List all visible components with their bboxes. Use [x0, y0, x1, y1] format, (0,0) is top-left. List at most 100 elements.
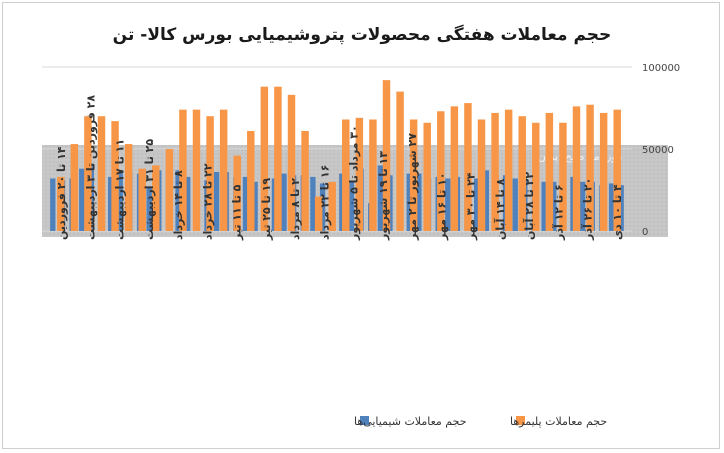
bar-chemicals [146, 186, 152, 231]
bar-polymers [260, 86, 269, 232]
bar-polymers [369, 119, 377, 231]
x-tick-label: ۲ تا ۸ مرداد [289, 178, 302, 240]
x-tick-label: ۸ تا ۱۴ خرداد [172, 170, 185, 240]
bar-polymers [179, 109, 187, 231]
x-tick-label: ۲۷ شهریور تا ۲ مهر [406, 133, 419, 241]
x-tick-label: ۶ تا ۱۲ آذر [551, 184, 565, 241]
bar-chemicals [50, 178, 56, 231]
legend-label: حجم معاملات پلیمرها [510, 415, 607, 428]
bar-polymers [423, 122, 431, 231]
bar-polymers [464, 103, 472, 231]
bar-polymers [559, 122, 567, 231]
bar-polymers [233, 155, 241, 231]
legend: حجم معاملات پلیمرها حجم معاملات شیمیایی‌ه… [354, 415, 607, 428]
x-tick-label: ۲۰ تا ۲۶ آذر [581, 178, 595, 241]
x-tick-label: ۱۱ تا ۱۷ اردیبهشت [114, 139, 127, 240]
bar-chemicals [551, 181, 557, 231]
bar-chemicals [348, 181, 355, 231]
x-tick-label: ۱۴ تا ۲۰ فروردین [55, 146, 68, 240]
x-tick-label: ۸ تا ۱۴ آبان [493, 178, 507, 240]
bar-chemicals [213, 171, 220, 231]
legend-label: حجم معاملات شیمیایی‌ها [354, 415, 467, 428]
bar-chemicals [580, 181, 586, 231]
x-tick-label: ۱۳ تا ۱۹ شهریور [377, 151, 390, 241]
x-tick-label: ۱۶ تا ۲۲ مرداد [318, 165, 331, 240]
bar-polymers [152, 165, 160, 231]
bar-chemicals [406, 173, 412, 231]
bar-polymers [504, 109, 513, 231]
legend-swatch [360, 416, 369, 425]
bar-chemicals [339, 173, 345, 231]
bar-chemicals [117, 170, 123, 231]
bar-polymers [314, 196, 323, 231]
bar-chemicals [281, 173, 287, 231]
bar-polymers [572, 106, 581, 231]
bar-polymers [586, 104, 594, 231]
bar-chemicals [608, 183, 615, 231]
bar-polymers [396, 91, 404, 231]
y-tick-label: 50000 [642, 145, 674, 156]
bar-chemicals [242, 176, 249, 231]
chart-title: حجم معاملات هفتگی محصولات پتروشیمیایی بو… [113, 24, 612, 45]
x-tick-label: ۱۹ تا ۲۵ تیر [260, 178, 273, 241]
bar-polymers [450, 106, 459, 231]
bar-polymers [219, 109, 228, 231]
bar-chemicals [319, 183, 326, 231]
bar-polymers [491, 112, 499, 231]
bar-chemicals [445, 178, 451, 231]
bar-chemicals [483, 170, 489, 231]
bar-polymers [477, 119, 486, 231]
x-tick-label: ۳۰ مرداد تا ۵ شهریور [348, 125, 361, 241]
bar-polymers [599, 112, 608, 231]
x-axis-labels: ۱۴ تا ۲۰ فروردین ۲۸ فروردین تا ۳ اردیبهشت… [55, 95, 624, 241]
bar-chemicals [175, 170, 181, 231]
bar-polymers [84, 116, 92, 231]
legend-swatch [516, 416, 525, 425]
x-tick-label: ۲۵ تا ۳۱ اردیبهشت [143, 139, 156, 240]
bar-chemicals [512, 178, 518, 231]
bar-polymers [192, 109, 201, 231]
bar-polymers [138, 168, 146, 231]
bar-polymers [532, 122, 540, 231]
bar-chemicals [310, 176, 316, 231]
bar-chemicals [377, 165, 383, 231]
y-tick-label: 0 [642, 227, 648, 238]
bar-polymers [206, 116, 214, 231]
bar-chemicals [474, 178, 480, 231]
bar-polymers [342, 119, 350, 231]
y-axis-ticks: 100000 50000 0 [642, 63, 680, 238]
bar-polymers [382, 80, 391, 232]
y-tick-label: 100000 [642, 63, 680, 74]
bar-chemicals [107, 176, 114, 231]
bar-chemicals [252, 181, 258, 231]
bar-polymers [409, 119, 418, 231]
bar-polymers [328, 181, 336, 231]
x-tick-label: ۲۸ فروردین تا ۳ اردیبهشت [84, 95, 97, 240]
bar-polymers [274, 86, 282, 232]
x-tick-label: ۴ تا ۱۰ دی [611, 184, 624, 240]
bar-polymers [355, 117, 364, 231]
bar-polymers [301, 130, 309, 231]
bar-chemicals [185, 176, 191, 231]
series-polymers [57, 80, 621, 232]
bar-chemicals [618, 185, 624, 231]
bar-polymers [57, 176, 65, 231]
x-tick-label: ۲۴ تا ۳۰ مهر [465, 172, 478, 241]
x-tick-label: ۲۲ تا ۲۸ خرداد [201, 163, 214, 240]
bar-polymers [518, 116, 526, 231]
bar-polymers [70, 144, 79, 231]
bar-polymers [97, 116, 106, 231]
bar-polymers [287, 94, 296, 231]
bar-polymers [124, 144, 133, 231]
x-tick-label: ۵ تا ۱۱ تیر [231, 184, 244, 241]
bar-chemicals [79, 168, 85, 231]
bar-polymers [247, 130, 255, 231]
bar-polymers [111, 121, 119, 231]
x-tick-label: ۲۲ تا ۲۸ آبان [522, 172, 536, 240]
bar-polymers [613, 109, 621, 231]
bar-chemicals [541, 181, 547, 231]
bar-chemicals [416, 173, 422, 231]
bar-polymers [545, 112, 554, 231]
bar-polymers [165, 149, 174, 231]
